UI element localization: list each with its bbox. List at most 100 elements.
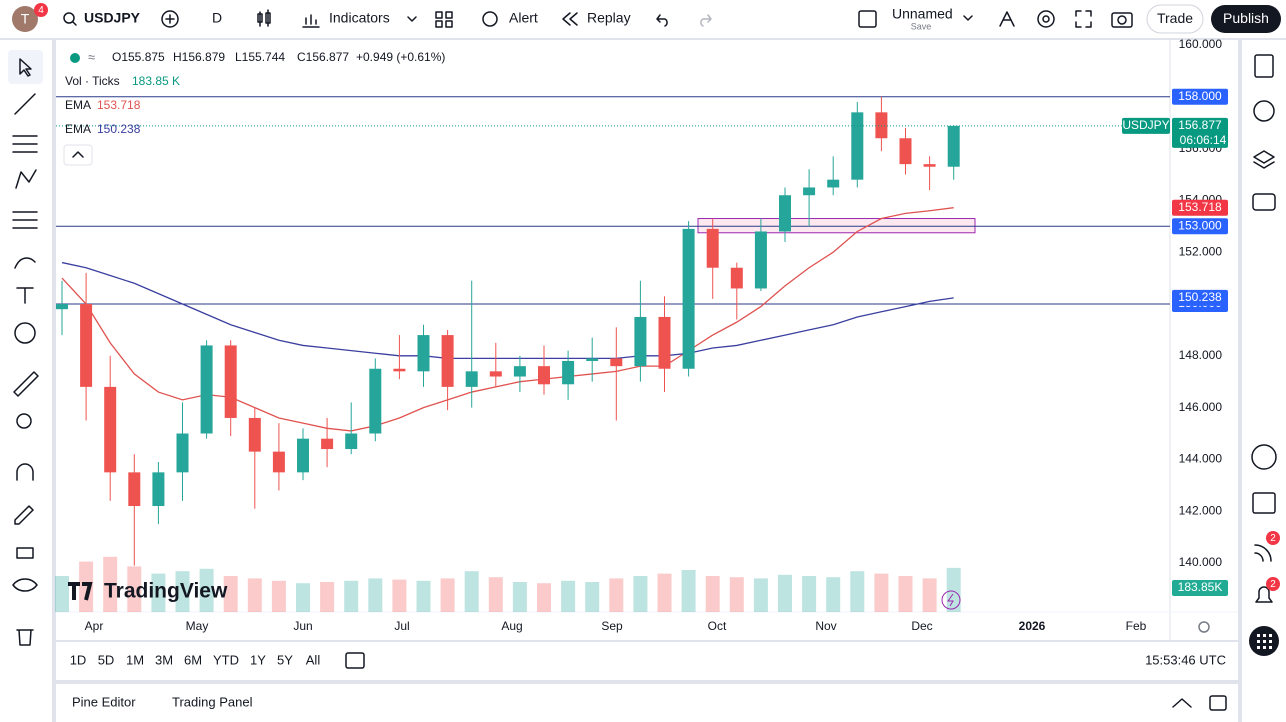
volume-bar <box>633 576 648 612</box>
range-button[interactable]: YTD <box>213 652 239 667</box>
indicators[interactable]: Indicators <box>329 10 390 26</box>
lock-tool[interactable] <box>16 547 34 559</box>
range-button[interactable]: 5D <box>98 652 115 667</box>
publish-button[interactable] <box>1211 5 1281 33</box>
alerts[interactable] <box>1253 100 1275 122</box>
forecast-tool[interactable] <box>12 211 38 229</box>
news[interactable] <box>1254 544 1272 562</box>
candle-body <box>321 438 334 450</box>
alert[interactable]: Alert <box>509 10 538 26</box>
zoom-tool[interactable] <box>16 413 32 429</box>
collapse-legend[interactable] <box>63 144 93 166</box>
range-button[interactable]: 5Y <box>277 652 293 667</box>
x-tick-label: 2026 <box>1019 619 1046 633</box>
snapshot[interactable] <box>1111 12 1133 28</box>
symbol-tag-text: USDJPY <box>1122 118 1169 132</box>
candle-body <box>128 472 141 507</box>
volume-bar <box>199 568 214 612</box>
data-window[interactable] <box>1253 150 1275 169</box>
draw-mode[interactable] <box>14 505 34 525</box>
search-icon[interactable] <box>63 12 75 24</box>
layouts[interactable] <box>435 11 453 28</box>
redo[interactable] <box>700 14 712 27</box>
chats[interactable] <box>1252 193 1276 211</box>
price-label-bg <box>1172 117 1228 148</box>
range-button[interactable]: All <box>306 652 321 667</box>
fib-tool[interactable] <box>12 135 38 153</box>
interval[interactable]: D <box>212 10 222 26</box>
y-tick-label: 140.000 <box>1179 555 1223 569</box>
countdown: 06:06:14 <box>1180 133 1227 147</box>
ideas[interactable] <box>1251 444 1277 470</box>
volume-bar <box>464 571 479 612</box>
expand-panel[interactable] <box>1172 698 1192 708</box>
search-icon <box>72 21 77 26</box>
candle-body <box>899 138 912 165</box>
remove-tool[interactable] <box>16 629 34 646</box>
measure-tool[interactable] <box>13 371 39 397</box>
range-button[interactable]: 3M <box>155 652 173 667</box>
range-button[interactable]: 1D <box>70 652 87 667</box>
brush-tool[interactable] <box>14 257 36 269</box>
range-button[interactable]: 1M <box>126 652 144 667</box>
range-button[interactable]: 6M <box>184 652 202 667</box>
volume-title: Vol · Ticks <box>65 74 120 88</box>
alert-icon <box>482 11 498 27</box>
legend-low: L155.744 <box>235 50 285 64</box>
chevron[interactable] <box>407 16 417 22</box>
clock: 15:53:46 UTC <box>1145 652 1226 667</box>
pine-editor[interactable]: Pine Editor <box>72 694 136 709</box>
trend-line-tool[interactable] <box>14 93 36 115</box>
replay[interactable]: Replay <box>587 10 631 26</box>
snapshot <box>1117 15 1127 25</box>
volume-bar <box>151 573 166 612</box>
event-marker <box>947 593 954 607</box>
add-symbol <box>165 14 175 24</box>
tool-active[interactable] <box>8 50 43 84</box>
chevron[interactable] <box>963 15 973 21</box>
avatar[interactable] <box>12 6 38 32</box>
candle-body <box>56 304 68 310</box>
emoji-tool[interactable] <box>14 322 36 344</box>
symbol[interactable]: USDJPY <box>84 10 141 26</box>
ranges: 1D 5D 1M 3M 6M YTD 1Y 5Y All <box>70 652 321 667</box>
magnet-tool[interactable] <box>16 463 34 481</box>
chart-type[interactable] <box>257 9 271 27</box>
save[interactable]: Save <box>911 21 932 31</box>
notifications[interactable] <box>1255 586 1273 603</box>
axis-settings[interactable] <box>1198 621 1210 633</box>
pattern-tool[interactable] <box>15 169 37 189</box>
trade-button[interactable] <box>1146 4 1204 34</box>
goto-date[interactable] <box>345 652 365 669</box>
calendar[interactable] <box>1252 492 1276 514</box>
volume-bar <box>657 573 672 612</box>
x-tick-label: Feb <box>1126 619 1147 633</box>
badge-count: 2 <box>1270 579 1276 590</box>
maximize-panel[interactable] <box>1209 695 1227 711</box>
publish[interactable]: Publish <box>1223 10 1269 26</box>
event-marker[interactable] <box>941 590 961 610</box>
watchlist[interactable] <box>1254 54 1274 78</box>
visibility-tool[interactable] <box>12 578 38 592</box>
symbol-tag <box>1122 117 1170 134</box>
top-toolbar <box>0 0 1286 38</box>
y-tick-label: 142.000 <box>1179 503 1223 517</box>
price-label: 158.000 <box>1178 89 1222 103</box>
volume-bar <box>802 576 817 612</box>
candle-body <box>730 267 743 289</box>
quick-search[interactable] <box>999 11 1015 27</box>
cursor-tool[interactable] <box>19 58 32 77</box>
range-button[interactable]: 1Y <box>250 652 266 667</box>
fullscreen[interactable] <box>1075 10 1092 28</box>
right-toolbar <box>1242 40 1286 722</box>
layout-name[interactable]: Unnamed <box>892 6 953 22</box>
text-tool[interactable] <box>16 287 34 304</box>
x-tick-label: Sep <box>601 619 623 633</box>
add-symbol[interactable] <box>161 10 179 28</box>
volume-bar <box>778 574 792 612</box>
settings[interactable] <box>1037 10 1055 28</box>
undo[interactable] <box>656 14 668 27</box>
trading-panel[interactable]: Trading Panel <box>172 694 253 709</box>
indicators-icon <box>302 14 320 28</box>
trade[interactable]: Trade <box>1157 10 1193 26</box>
